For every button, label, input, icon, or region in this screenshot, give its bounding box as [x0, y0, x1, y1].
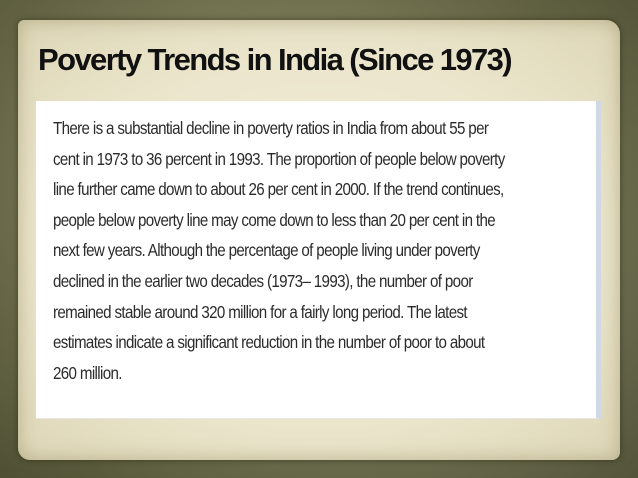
- text-excerpt-box: There is a substantial decline in povert…: [36, 101, 601, 419]
- body-line: next few years. Although the percentage …: [53, 240, 480, 261]
- body-line: cent in 1973 to 36 percent in 1993. The …: [53, 148, 505, 169]
- body-line: 260 million.: [53, 362, 122, 383]
- body-line: people below poverty line may come down …: [53, 209, 496, 230]
- body-line: remained stable around 320 million for a…: [53, 301, 468, 322]
- slide-title: Poverty Trends in India (Since 1973): [38, 42, 513, 77]
- body-paragraph: There is a substantial decline in povert…: [53, 113, 586, 388]
- body-line: line further came down to about 26 per c…: [53, 179, 504, 200]
- body-line: There is a substantial decline in povert…: [53, 118, 489, 138]
- body-line: declined in the earlier two decades (197…: [53, 270, 473, 291]
- body-line: estimates indicate a significant reducti…: [53, 332, 485, 353]
